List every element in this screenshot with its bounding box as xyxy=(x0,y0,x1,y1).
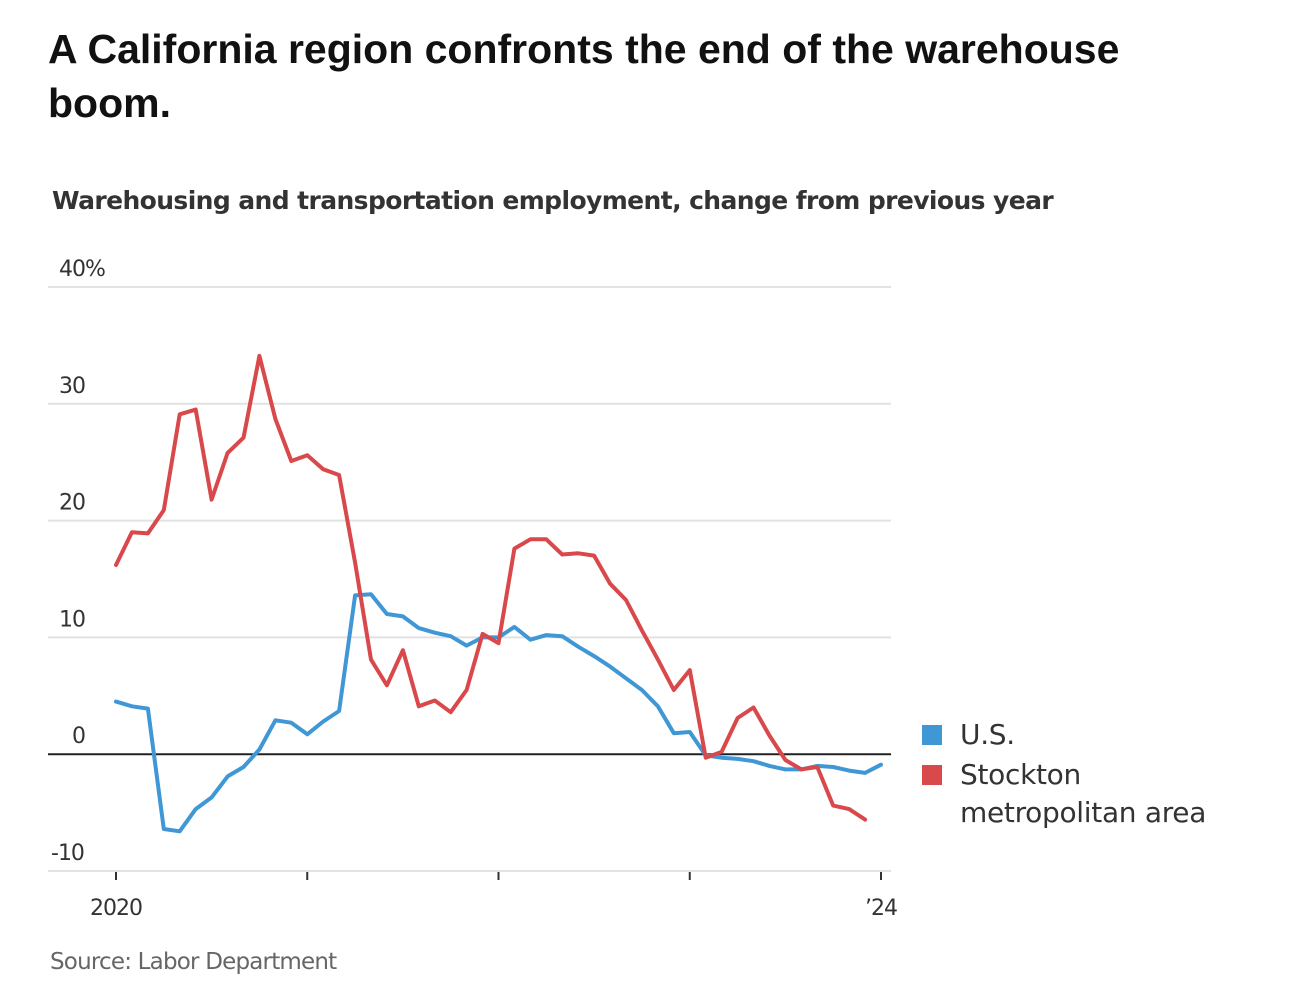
legend: U.S. Stockton metropolitan area xyxy=(922,716,1230,834)
legend-label-us: U.S. xyxy=(960,718,1015,751)
x-tick-label: ’24 xyxy=(865,896,897,921)
series-line-stockton xyxy=(114,353,868,822)
y-tick-label: 40% xyxy=(59,257,105,282)
x-tick-label: 2020 xyxy=(90,896,142,921)
gridlines xyxy=(48,286,891,872)
y-tick-label: 10 xyxy=(59,607,85,632)
y-tick-label: 30 xyxy=(59,374,85,399)
y-tick-label: -10 xyxy=(51,841,84,866)
page-title: A California region confronts the end of… xyxy=(48,26,1120,126)
x-axis: 2020 ’24 xyxy=(90,872,898,921)
source-note: Source: Labor Department xyxy=(50,949,337,975)
series-line-us xyxy=(114,592,883,834)
series-lines xyxy=(114,353,883,834)
legend-item-us: U.S. xyxy=(922,716,1230,754)
legend-swatch-stockton xyxy=(922,765,942,785)
y-tick-label: 20 xyxy=(59,491,85,516)
legend-item-stockton: Stockton metropolitan area xyxy=(922,756,1230,832)
chart-subtitle: Warehousing and transportation employmen… xyxy=(52,186,1054,215)
y-tick-label: 0 xyxy=(72,724,85,749)
y-axis-labels: 40% 30 20 10 0 -10 xyxy=(51,257,106,866)
legend-swatch-us xyxy=(922,725,942,745)
legend-label-stockton: Stockton metropolitan area xyxy=(960,758,1207,829)
